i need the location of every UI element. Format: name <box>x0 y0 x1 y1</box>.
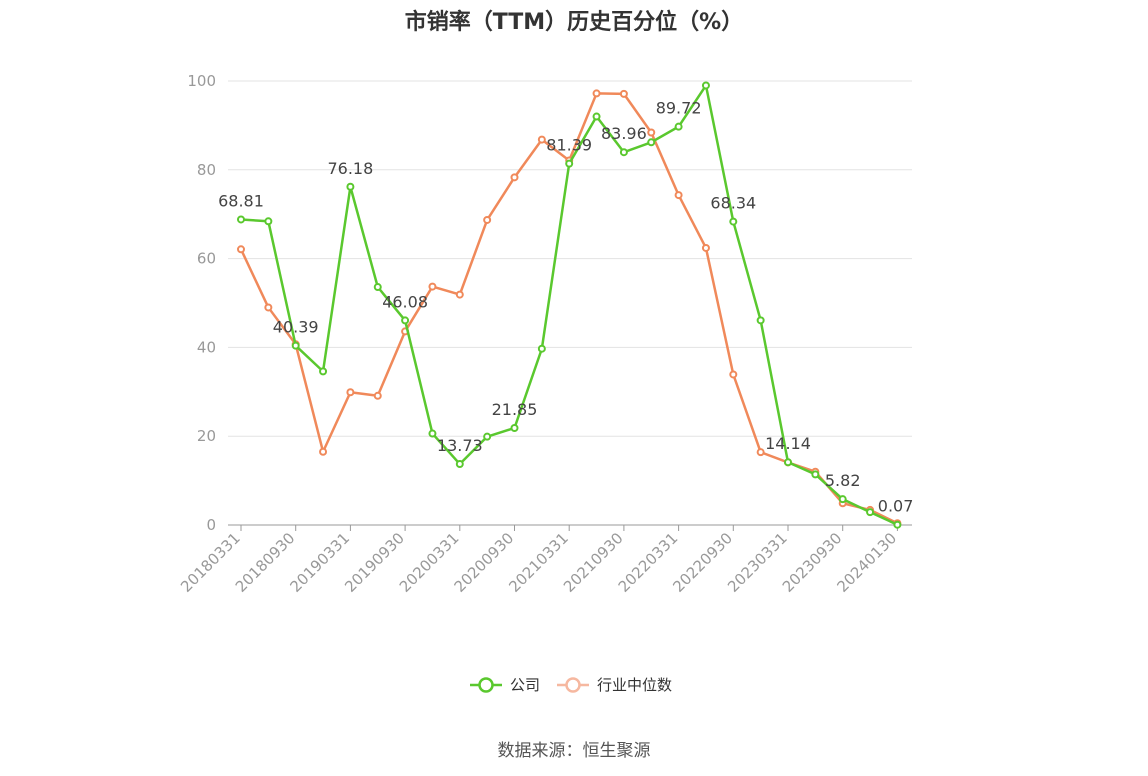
data-point <box>592 112 601 121</box>
data-point <box>674 191 683 200</box>
data-point <box>319 447 328 456</box>
data-label: 0.07 <box>878 497 914 516</box>
data-label: 21.85 <box>492 400 538 419</box>
data-point <box>319 367 328 376</box>
data-point <box>510 423 519 432</box>
data-point <box>237 215 245 224</box>
y-tick-label: 80 <box>197 161 216 179</box>
data-point <box>619 148 628 157</box>
data-source-note: 数据来源：恒生聚源 <box>497 741 651 761</box>
data-label: 46.08 <box>382 292 428 311</box>
data-label: 83.96 <box>601 124 647 143</box>
legend-swatch-marker <box>478 677 494 693</box>
data-point <box>455 290 464 299</box>
data-point <box>838 495 847 504</box>
data-point <box>674 122 683 131</box>
data-label: 89.72 <box>656 99 702 118</box>
data-point <box>647 138 656 147</box>
data-point <box>373 283 382 292</box>
data-label: 40.39 <box>273 318 319 337</box>
chart-title: 市销率（TTM）历史百分位（%） <box>404 10 744 35</box>
data-point <box>346 182 355 191</box>
data-point <box>237 245 245 254</box>
data-point <box>565 159 574 168</box>
data-point <box>455 460 464 469</box>
data-point <box>756 448 765 457</box>
data-point <box>701 243 710 252</box>
data-label: 68.81 <box>218 191 264 210</box>
data-label: 68.34 <box>710 194 756 213</box>
y-tick-label: 0 <box>206 516 216 534</box>
data-point <box>729 217 738 226</box>
data-label: 13.73 <box>437 436 483 455</box>
data-label: 81.39 <box>546 136 592 155</box>
data-point <box>647 128 656 137</box>
data-point <box>428 282 437 291</box>
data-point <box>537 135 546 144</box>
y-tick-label: 60 <box>197 250 216 268</box>
data-point <box>428 429 437 438</box>
data-point <box>893 520 902 529</box>
data-point <box>264 217 273 226</box>
data-label: 76.18 <box>327 159 373 178</box>
x-tick-label: 20240130 <box>834 529 901 596</box>
data-point <box>346 388 355 397</box>
data-point <box>592 89 601 98</box>
legend-swatch-marker <box>565 677 581 693</box>
data-point <box>373 391 382 400</box>
data-point <box>701 81 710 90</box>
data-point <box>619 89 628 98</box>
data-point <box>510 173 519 182</box>
data-point <box>756 316 765 325</box>
data-point <box>866 508 875 517</box>
data-point <box>264 303 273 312</box>
y-tick-label: 20 <box>197 427 216 445</box>
data-label: 14.14 <box>765 434 811 453</box>
y-tick-label: 40 <box>197 338 216 356</box>
data-point <box>811 470 820 479</box>
data-point <box>729 370 738 379</box>
data-point <box>483 215 492 224</box>
legend-item-industry-median: 行业中位数 <box>597 676 672 694</box>
data-point <box>483 432 492 441</box>
legend-item-company: 公司 <box>510 676 540 694</box>
data-label: 5.82 <box>825 471 861 490</box>
data-point <box>784 458 792 467</box>
y-tick-label: 100 <box>187 72 216 90</box>
data-point <box>291 341 300 350</box>
data-point <box>401 316 410 325</box>
data-point <box>537 344 546 353</box>
